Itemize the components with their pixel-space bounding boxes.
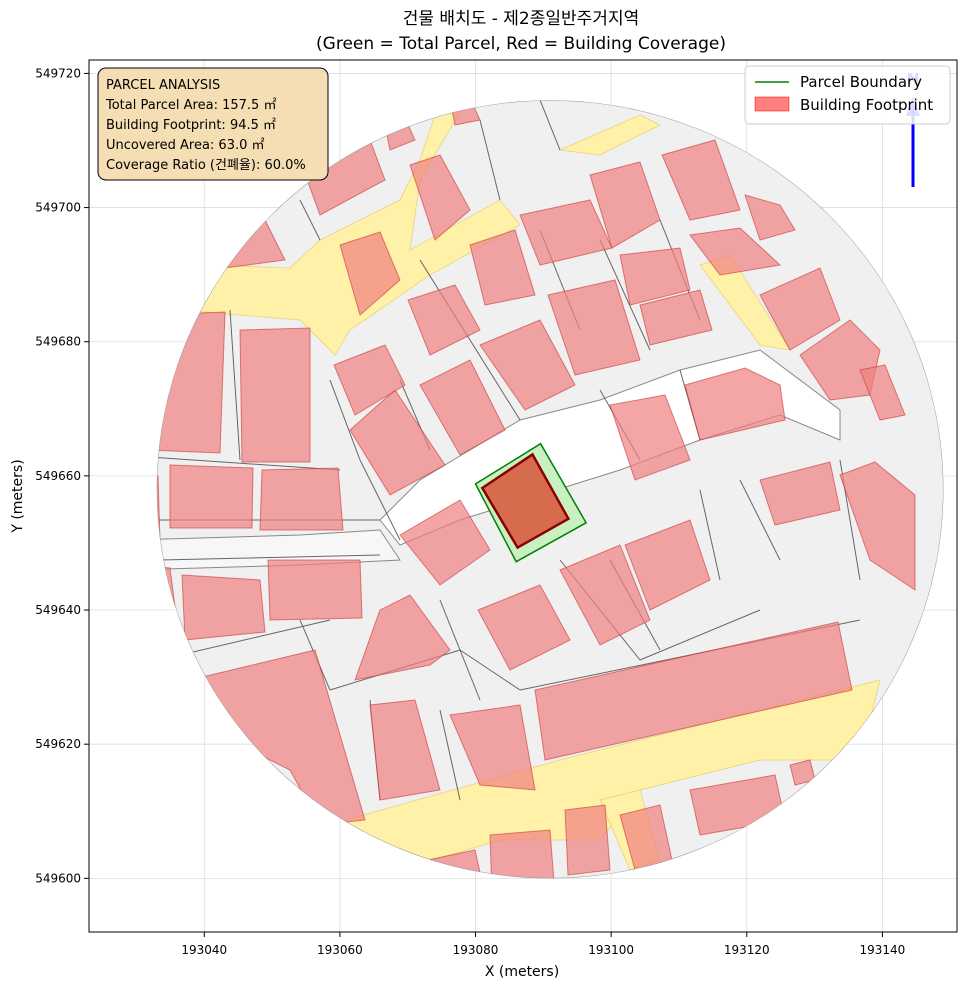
parcel-line — [329, 379, 361, 461]
parcel-line — [439, 599, 481, 701]
y-tick-label: 549600 — [35, 871, 81, 885]
info-box: PARCEL ANALYSIS Total Parcel Area: 157.5… — [97, 67, 329, 181]
parcel-line — [599, 239, 651, 351]
building-footprint — [689, 227, 782, 276]
building-footprint — [449, 704, 536, 791]
x-tick-label: 193140 — [860, 943, 906, 957]
building-footprint — [759, 461, 841, 526]
parcel-line — [299, 199, 321, 241]
building-footprint — [609, 394, 691, 481]
info-line-title: PARCEL ANALYSIS — [106, 78, 220, 93]
building-footprints — [156, 100, 916, 879]
x-tick-label: 193080 — [453, 943, 499, 957]
building-footprint — [409, 154, 471, 241]
info-line-footprint: Building Footprint: 94.5 ㎡ — [106, 118, 276, 133]
building-footprint — [339, 231, 401, 316]
building-footprint — [354, 594, 451, 681]
parcel-line — [159, 554, 381, 561]
parcel-line — [359, 459, 401, 541]
x-tick-label: 193040 — [181, 943, 227, 957]
chart-subtitle: (Green = Total Parcel, Red = Building Co… — [316, 34, 726, 54]
y-tick-label: 549680 — [35, 335, 81, 349]
legend-frame — [744, 65, 951, 125]
building-footprint — [267, 559, 363, 621]
info-line-total-area: Total Parcel Area: 157.5 ㎡ — [105, 98, 276, 113]
x-tick-label: 193100 — [588, 943, 634, 957]
legend-swatch-building-footprint — [754, 96, 790, 112]
x-tick-label: 193060 — [317, 943, 363, 957]
building-footprint — [624, 519, 711, 611]
y-tick-label: 549640 — [35, 603, 81, 617]
x-axis-label: X (meters) — [485, 964, 559, 980]
y-tick-label: 549620 — [35, 737, 81, 751]
parcel-line — [739, 479, 781, 561]
parcel-line — [479, 119, 501, 201]
parcel-line — [699, 489, 721, 581]
building-footprint — [789, 759, 816, 786]
map-layer — [156, 100, 944, 879]
building-footprint — [839, 461, 916, 591]
info-line-coverage-ratio: Coverage Ratio (건폐율): 60.0% — [106, 158, 306, 173]
parcel-line — [469, 339, 521, 421]
building-footprint — [469, 229, 536, 306]
building-footprint — [156, 311, 226, 454]
building-footprint — [559, 544, 651, 646]
building-footprint — [547, 279, 641, 376]
building-footprint — [333, 344, 406, 416]
building-footprint — [259, 467, 344, 531]
parcel-line — [229, 309, 241, 461]
target-building-footprint — [480, 452, 571, 550]
parcel-line — [156, 454, 341, 471]
y-tick-label: 549660 — [35, 469, 81, 483]
building-footprint — [744, 194, 796, 241]
building-footprint — [477, 584, 571, 671]
building-footprint — [534, 621, 853, 761]
building-footprint — [169, 464, 254, 529]
building-footprint — [684, 367, 786, 441]
legend-label-building-footprint: Building Footprint — [800, 96, 933, 114]
x-tick-label: 193120 — [724, 943, 770, 957]
y-tick-label: 549700 — [35, 201, 81, 215]
building-footprint — [759, 267, 841, 351]
y-axis-label: Y (meters) — [10, 459, 26, 533]
building-footprint — [419, 359, 506, 456]
building-footprint — [479, 319, 576, 411]
parcel-line — [179, 619, 331, 656]
building-footprint — [661, 139, 741, 221]
building-footprint — [489, 829, 556, 879]
parcel-line — [459, 649, 521, 691]
building-footprint — [399, 499, 491, 586]
legend: Parcel Boundary Building Footprint — [744, 65, 951, 125]
building-footprint — [181, 574, 266, 641]
info-box-background — [97, 67, 329, 181]
building-footprint — [564, 804, 611, 876]
building-footprint — [239, 327, 311, 463]
parcel-line — [639, 609, 761, 661]
building-footprint — [349, 389, 446, 496]
plot-frame — [88, 59, 958, 933]
building-footprint — [639, 289, 713, 346]
info-line-uncovered: Uncovered Area: 63.0 ㎡ — [106, 138, 265, 153]
axis-ticks: 193040 193060 193080 193100 193120 193140 5496… — [35, 66, 905, 957]
parcel-line — [539, 100, 561, 151]
chart-title: 건물 배치도 - 제2종일반주거지역 — [403, 9, 639, 29]
building-footprint — [589, 161, 661, 249]
road-segment — [558, 114, 662, 156]
building-footprint — [859, 364, 906, 421]
building-footprint — [619, 247, 691, 306]
building-footprint — [369, 699, 441, 801]
building-footprint — [156, 475, 161, 541]
legend-label-parcel-boundary: Parcel Boundary — [800, 73, 922, 91]
building-footprint — [407, 284, 481, 356]
parcel-line — [439, 709, 461, 801]
y-tick-label: 549720 — [35, 66, 81, 80]
road-segment — [169, 100, 521, 356]
